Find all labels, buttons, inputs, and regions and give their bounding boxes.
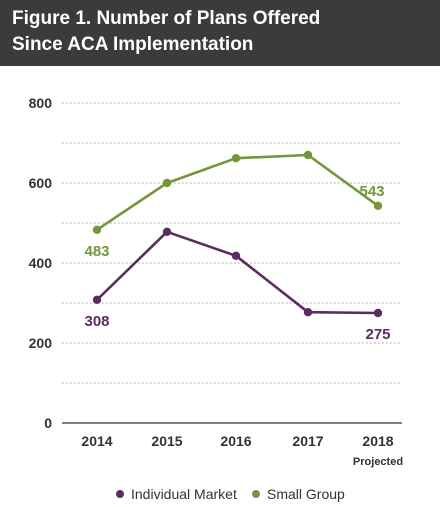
y-tick-label: 800 bbox=[29, 95, 53, 111]
x-tick-label: 2014 bbox=[81, 433, 112, 449]
data-point bbox=[231, 154, 241, 163]
x-tick-sublabel: Projected bbox=[353, 456, 403, 468]
data-point bbox=[92, 295, 102, 304]
series-line bbox=[96, 153, 379, 231]
data-point bbox=[162, 178, 172, 188]
legend-marker bbox=[252, 490, 260, 498]
data-point bbox=[303, 150, 313, 160]
x-tick-label: 2017 bbox=[292, 433, 323, 449]
legend-marker bbox=[116, 490, 124, 498]
data-point bbox=[373, 201, 383, 210]
y-tick-label: 600 bbox=[29, 175, 53, 191]
legend-label: Small Group bbox=[267, 486, 345, 502]
data-point bbox=[231, 251, 241, 260]
series-line bbox=[96, 230, 379, 315]
x-tick-label: 2016 bbox=[220, 433, 251, 449]
legend-label: Individual Market bbox=[131, 486, 237, 502]
x-tick-label: 2018 bbox=[362, 433, 393, 449]
data-label: 275 bbox=[365, 326, 390, 343]
data-point bbox=[373, 308, 383, 318]
data-label: 308 bbox=[84, 313, 109, 330]
chart-title-bar: Figure 1. Number of Plans Offered Since … bbox=[0, 0, 440, 66]
y-tick-label: 0 bbox=[44, 415, 52, 431]
x-tick-label: 2015 bbox=[151, 433, 182, 449]
data-point bbox=[162, 227, 172, 236]
data-point bbox=[303, 308, 313, 317]
data-label: 483 bbox=[84, 243, 109, 260]
chart-title-line-1: Figure 1. Number of Plans Offered bbox=[12, 8, 321, 29]
y-tick-label: 200 bbox=[29, 335, 53, 351]
data-label: 543 bbox=[359, 183, 384, 200]
y-tick-label: 400 bbox=[29, 255, 53, 271]
chart-title-line-2: Since ACA Implementation bbox=[12, 34, 254, 55]
data-point bbox=[92, 225, 102, 234]
